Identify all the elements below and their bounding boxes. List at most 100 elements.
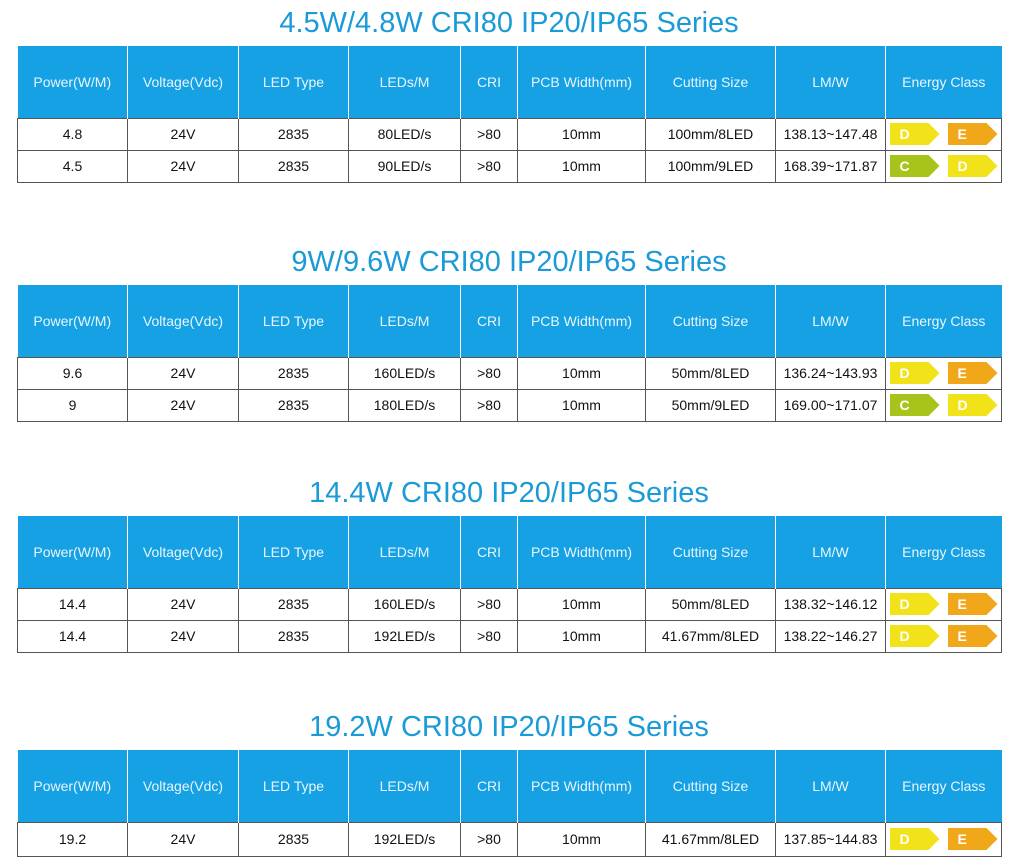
column-header: PCB Width(mm) (517, 750, 646, 822)
header-row: Power(W/M) Voltage(Vdc) LED Type LEDs/M CRI P… (17, 516, 1002, 588)
column-header: Energy Class (885, 750, 1002, 822)
table-cell: 138.13~147.48 (775, 117, 886, 151)
table-cell: 2835 (238, 149, 349, 183)
energy-class-badge: C (889, 155, 940, 177)
table-cell: 10mm (517, 117, 646, 151)
table-cell: >80 (460, 117, 518, 151)
table-cell: 24V (127, 356, 239, 390)
table-cell: 41.67mm/8LED (645, 821, 776, 857)
table-cell: 24V (127, 587, 239, 621)
column-header: Energy Class (885, 46, 1002, 118)
table-cell: 4.5 (17, 149, 128, 183)
table-cell: >80 (460, 356, 518, 390)
column-header: Cutting Size (645, 516, 776, 588)
column-header: Cutting Size (645, 750, 776, 822)
table-cell: 2835 (238, 356, 349, 390)
section-title: 14.4W CRI80 IP20/IP65 Series (309, 477, 709, 509)
table-cell: 138.22~146.27 (775, 619, 886, 653)
table-cell: 160LED/s (348, 356, 461, 390)
column-header: LM/W (775, 516, 886, 588)
table-row: 9.6 24V 2835 160LED/s >80 10mm 50mm/8LED 136.24… (17, 356, 1002, 390)
energy-class-badge: E (947, 828, 998, 850)
header-row: Power(W/M) Voltage(Vdc) LED Type LEDs/M CRI P… (17, 750, 1002, 822)
column-header: CRI (460, 750, 518, 822)
table-cell: 41.67mm/8LED (645, 619, 776, 653)
column-header: CRI (460, 285, 518, 357)
table-row: 9 24V 2835 180LED/s >80 10mm 50mm/9LED 169.00~1… (17, 388, 1002, 422)
column-header: CRI (460, 516, 518, 588)
table-cell: 24V (127, 388, 239, 422)
column-header: LEDs/M (348, 46, 461, 118)
table-cell: 10mm (517, 619, 646, 653)
table-cell: 24V (127, 117, 239, 151)
table-cell: 19.2 (17, 821, 128, 857)
section-title: 19.2W CRI80 IP20/IP65 Series (309, 711, 709, 743)
table-cell: 168.39~171.87 (775, 149, 886, 183)
energy-class-badge: E (947, 123, 998, 145)
table-cell: 100mm/9LED (645, 149, 776, 183)
table-cell: 50mm/8LED (645, 356, 776, 390)
column-header: CRI (460, 46, 518, 118)
column-header: Voltage(Vdc) (127, 750, 239, 822)
column-header: LM/W (775, 285, 886, 357)
table-cell: >80 (460, 388, 518, 422)
table-cell: 24V (127, 619, 239, 653)
energy-class-badge: D (889, 362, 940, 384)
table-cell: 10mm (517, 388, 646, 422)
column-header: LED Type (238, 285, 349, 357)
spec-table: Power(W/M) Voltage(Vdc) LED Type LEDs/M CRI P… (17, 750, 1002, 857)
column-header: PCB Width(mm) (517, 516, 646, 588)
table-row: 19.2 24V 2835 192LED/s >80 10mm 41.67mm/8LED 13… (17, 821, 1002, 857)
column-header: Power(W/M) (17, 750, 128, 822)
column-header: PCB Width(mm) (517, 285, 646, 357)
header-row: Power(W/M) Voltage(Vdc) LED Type LEDs/M CRI P… (17, 285, 1002, 357)
column-header: Energy Class (885, 516, 1002, 588)
table-cell: 192LED/s (348, 821, 461, 857)
table-cell: 10mm (517, 587, 646, 621)
spec-table: Power(W/M) Voltage(Vdc) LED Type LEDs/M CRI P… (17, 516, 1002, 653)
energy-class-badge: D (889, 123, 940, 145)
table-cell: 137.85~144.83 (775, 821, 886, 857)
table-cell: >80 (460, 821, 518, 857)
header-row: Power(W/M) Voltage(Vdc) LED Type LEDs/M CRI P… (17, 46, 1002, 118)
table-cell: 4.8 (17, 117, 128, 151)
energy-class-badge: D (889, 828, 940, 850)
energy-class-badge: D (889, 625, 940, 647)
column-header: Power(W/M) (17, 46, 128, 118)
table-cell: 2835 (238, 619, 349, 653)
table-cell: 169.00~171.07 (775, 388, 886, 422)
table-cell: 50mm/9LED (645, 388, 776, 422)
column-header: PCB Width(mm) (517, 46, 646, 118)
table-cell: 90LED/s (348, 149, 461, 183)
table-cell: 180LED/s (348, 388, 461, 422)
table-cell: 9 (17, 388, 128, 422)
column-header: Voltage(Vdc) (127, 46, 239, 118)
section-title: 4.5W/4.8W CRI80 IP20/IP65 Series (279, 7, 739, 39)
column-header: LEDs/M (348, 516, 461, 588)
spec-table: Power(W/M) Voltage(Vdc) LED Type LEDs/M CRI P… (17, 46, 1002, 183)
energy-class-badge: D (947, 394, 998, 416)
table-cell: 192LED/s (348, 619, 461, 653)
column-header: Cutting Size (645, 285, 776, 357)
table-cell: 2835 (238, 587, 349, 621)
column-header: LED Type (238, 46, 349, 118)
table-cell: 80LED/s (348, 117, 461, 151)
table-cell: 2835 (238, 821, 349, 857)
column-header: LEDs/M (348, 750, 461, 822)
table-cell: 14.4 (17, 619, 128, 653)
table-cell: >80 (460, 587, 518, 621)
table-cell: 2835 (238, 117, 349, 151)
column-header: LM/W (775, 46, 886, 118)
table-row: 14.4 24V 2835 160LED/s >80 10mm 50mm/8LED 138.3… (17, 587, 1002, 621)
spec-table: Power(W/M) Voltage(Vdc) LED Type LEDs/M CRI P… (17, 285, 1002, 422)
table-cell: >80 (460, 619, 518, 653)
